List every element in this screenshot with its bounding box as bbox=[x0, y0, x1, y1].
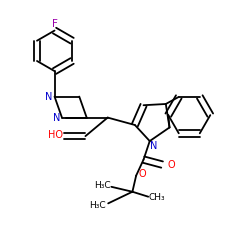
Text: CH₃: CH₃ bbox=[149, 194, 166, 202]
Text: N: N bbox=[46, 92, 53, 102]
Text: O: O bbox=[168, 160, 175, 170]
Text: HO: HO bbox=[48, 130, 62, 140]
Text: O: O bbox=[138, 170, 146, 179]
Text: H₃C: H₃C bbox=[94, 181, 111, 190]
Text: N: N bbox=[150, 140, 157, 150]
Text: F: F bbox=[52, 19, 58, 29]
Text: N: N bbox=[53, 112, 60, 122]
Text: H₃C: H₃C bbox=[90, 201, 106, 210]
